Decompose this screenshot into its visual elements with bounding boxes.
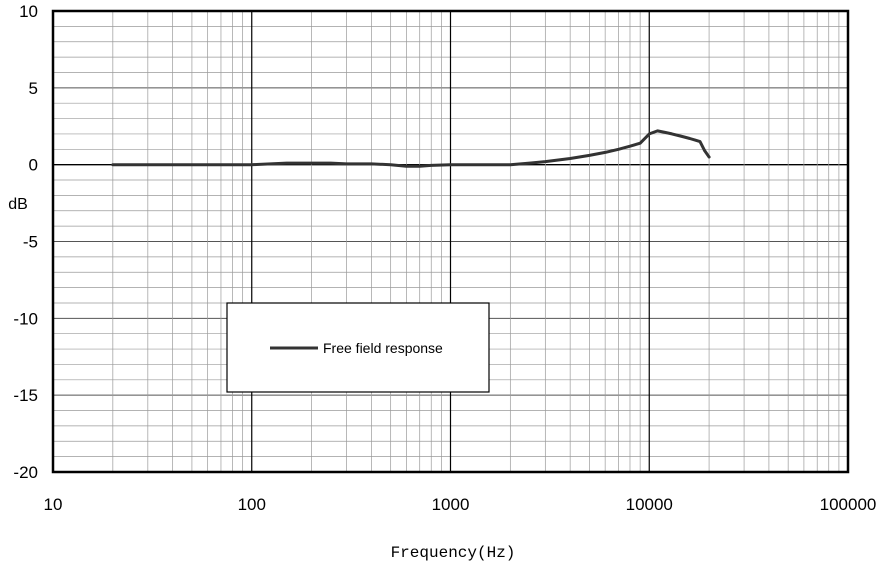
grid xyxy=(52,10,848,473)
y-tick-label: 5 xyxy=(29,79,38,98)
y-tick-labels: 10 5 0 -5 -10 -15 -20 xyxy=(13,2,38,482)
x-tick-label: 100000 xyxy=(820,495,877,514)
x-tick-label: 1000 xyxy=(432,495,470,514)
x-tick-label: 10 xyxy=(44,495,63,514)
y-tick-label: 10 xyxy=(19,2,38,21)
series-line xyxy=(111,129,711,168)
y-axis-title: dB xyxy=(8,196,28,213)
x-tick-labels: 10 100 1000 10000 100000 xyxy=(44,495,877,514)
legend: Free field response xyxy=(226,302,490,393)
x-tick-label: 100 xyxy=(238,495,266,514)
x-axis-title: Frequency(Hz) xyxy=(391,544,516,562)
y-tick-label: -20 xyxy=(13,463,38,482)
plot-border xyxy=(51,9,850,474)
x-tick-label: 10000 xyxy=(626,495,673,514)
series-layer xyxy=(111,129,711,168)
y-tick-label: 0 xyxy=(29,156,38,175)
y-tick-label: -10 xyxy=(13,309,38,328)
legend-label: Free field response xyxy=(323,340,443,356)
axes xyxy=(51,9,850,474)
y-tick-label: -15 xyxy=(13,386,38,405)
y-tick-label: -5 xyxy=(23,233,38,252)
